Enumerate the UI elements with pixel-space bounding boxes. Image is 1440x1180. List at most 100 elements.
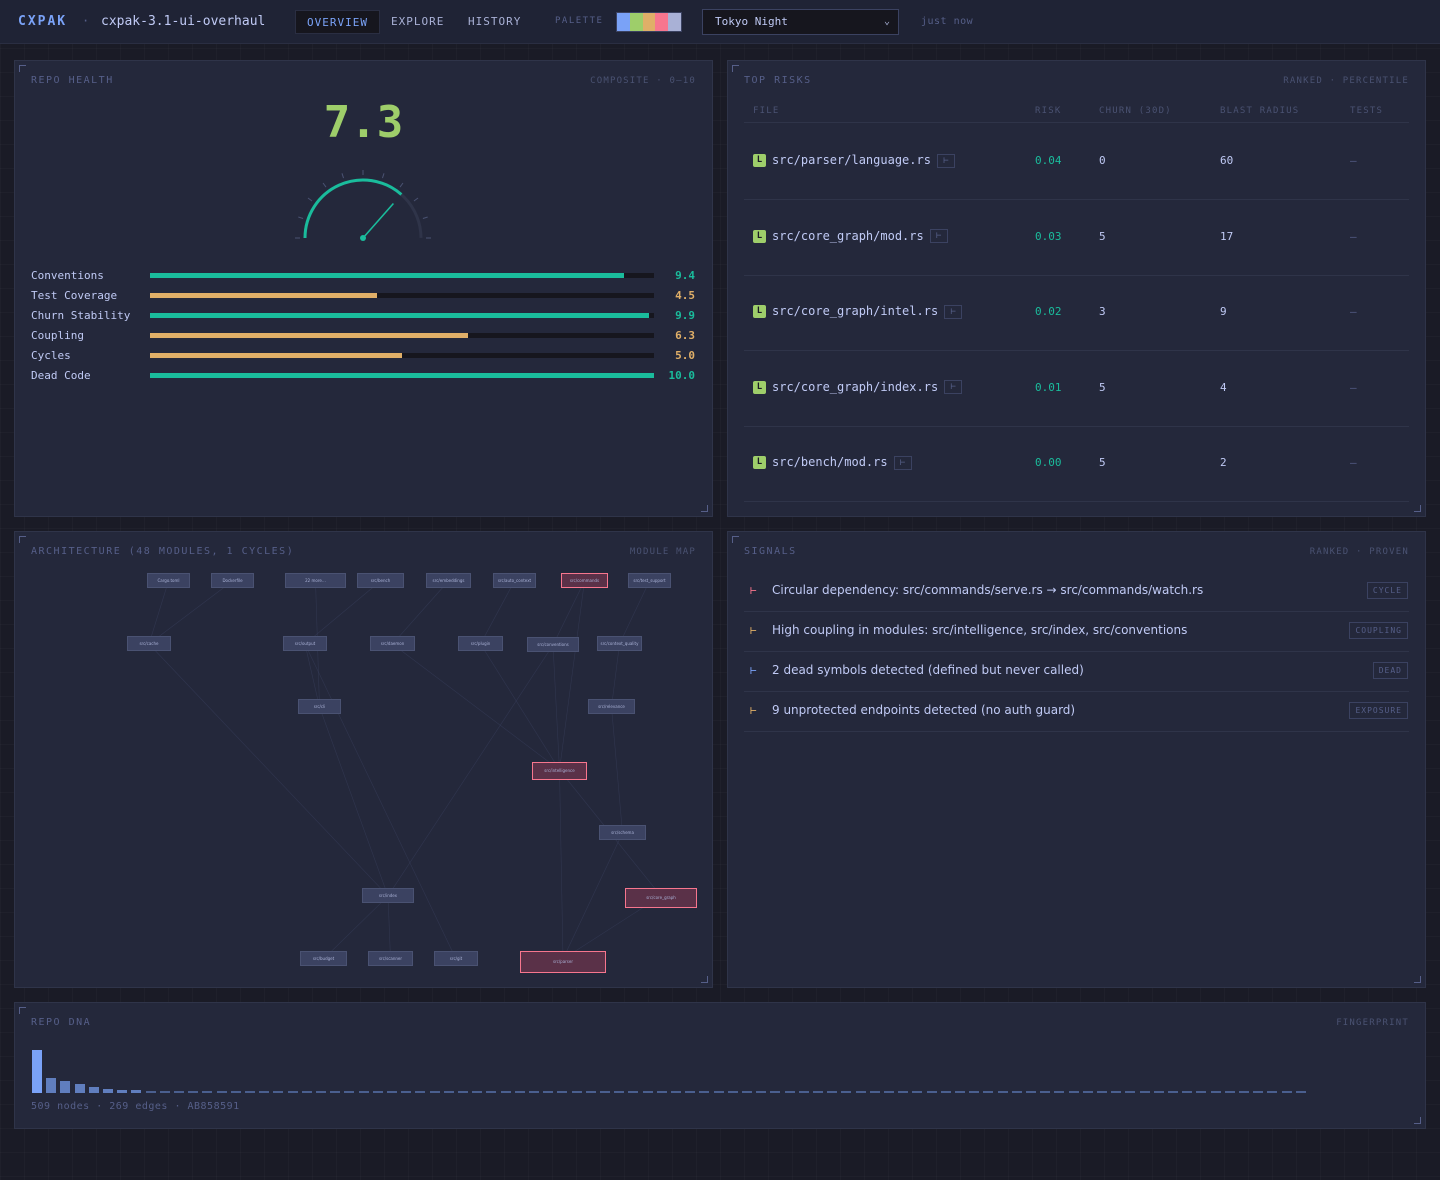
dna-bar	[1139, 1091, 1150, 1093]
dna-bar	[245, 1091, 255, 1093]
module-edge	[387, 644, 554, 897]
module-node[interactable]: src/commands	[561, 573, 608, 588]
module-node[interactable]: src/test_support	[628, 573, 671, 588]
dna-bar	[813, 1091, 823, 1093]
signal-row[interactable]: ⊢ High coupling in modules: src/intellige…	[744, 611, 1409, 652]
module-node[interactable]: src/cache	[127, 636, 171, 651]
resize-handle[interactable]	[1414, 976, 1421, 983]
module-node[interactable]: src/parser	[520, 951, 606, 973]
dna-bar	[571, 1091, 582, 1093]
module-node[interactable]: src/schema	[599, 825, 646, 840]
dna-bar	[1011, 1091, 1022, 1093]
resize-handle[interactable]	[701, 976, 708, 983]
palette-swatch[interactable]	[617, 13, 630, 31]
dna-bar	[1111, 1091, 1122, 1093]
module-node[interactable]: src/core_graph	[625, 888, 697, 908]
module-node[interactable]: src/bench	[357, 573, 404, 588]
metric-fill	[150, 353, 402, 358]
pin-icon[interactable]: ⊢	[936, 153, 955, 168]
repo-dna-panel: REPO DNA FINGERPRINT 509 nodes · 269 edg…	[14, 1002, 1426, 1129]
health-metric: Cycles 5.0	[31, 349, 695, 363]
dna-bar	[557, 1091, 568, 1093]
risk-file[interactable]: src/parser/language.rs ⊢	[772, 153, 955, 168]
column-header-risk[interactable]: RISK	[1035, 106, 1062, 116]
module-node[interactable]: src/daemon	[370, 636, 415, 651]
module-node[interactable]: src/plugin	[458, 636, 503, 651]
panel-title: REPO DNA	[31, 1017, 92, 1028]
module-node[interactable]: 22 more…	[285, 573, 346, 588]
metric-label: Cycles	[31, 349, 71, 362]
dna-bar	[174, 1091, 184, 1093]
module-node[interactable]: src/relevance	[588, 699, 635, 714]
gauge-tick	[298, 216, 304, 220]
module-node[interactable]: src/embeddings	[426, 573, 471, 588]
column-header-file[interactable]: FILE	[753, 106, 780, 116]
signal-row[interactable]: ⊢ Circular dependency: src/commands/serve…	[744, 571, 1409, 612]
module-node[interactable]: src/output	[283, 636, 327, 651]
gauge-tick	[381, 173, 385, 179]
module-edge	[304, 580, 381, 645]
module-node[interactable]: src/budget	[300, 951, 347, 966]
pin-icon[interactable]: ⊢	[944, 304, 963, 319]
signal-icon: ⊢	[750, 704, 757, 717]
signal-row[interactable]: ⊢ 9 unprotected endpoints detected (no au…	[744, 691, 1409, 732]
file-path: src/bench/mod.rs	[772, 455, 888, 469]
health-metric: Conventions 9.4	[31, 269, 695, 283]
tab-overview[interactable]: OVERVIEW	[295, 10, 380, 34]
column-header-churn[interactable]: CHURN (30D)	[1099, 106, 1172, 116]
metric-track	[150, 273, 654, 278]
pin-icon[interactable]: ⊢	[944, 380, 963, 394]
module-node[interactable]: Dockerfile	[211, 573, 254, 588]
module-node[interactable]: src/auto_context	[493, 573, 536, 588]
dna-bar	[926, 1091, 937, 1093]
metric-track	[150, 293, 654, 298]
app-logo[interactable]: CXPAK	[18, 14, 68, 29]
dna-bar	[912, 1091, 923, 1093]
module-node[interactable]: src/intelligence	[532, 762, 587, 780]
tab-history[interactable]: HISTORY	[468, 15, 522, 28]
corner-mark	[19, 65, 26, 72]
column-header-tests[interactable]: TESTS	[1350, 106, 1384, 116]
palette-swatch[interactable]	[642, 13, 656, 31]
health-gauge	[295, 170, 431, 241]
dna-bar	[74, 1084, 85, 1093]
risk-file[interactable]: src/core_graph/mod.rs ⊢	[772, 229, 948, 243]
module-edge	[480, 580, 515, 645]
dna-bar	[727, 1091, 738, 1093]
risk-file[interactable]: src/bench/mod.rs ⊢	[772, 455, 912, 470]
resize-handle[interactable]	[1414, 505, 1421, 512]
dna-bar	[486, 1091, 497, 1093]
resize-handle[interactable]	[1414, 1117, 1421, 1124]
palette-swatch[interactable]	[655, 13, 669, 31]
module-node[interactable]: src/index	[362, 888, 414, 903]
column-header-blast-radius[interactable]: BLAST RADIUS	[1220, 106, 1300, 116]
module-node[interactable]: src/git	[434, 951, 478, 966]
dna-bar	[60, 1081, 71, 1093]
palette-swatch[interactable]	[668, 13, 681, 31]
risk-file[interactable]: src/core_graph/intel.rs ⊢	[772, 304, 963, 319]
pin-icon[interactable]: ⊢	[893, 455, 912, 470]
tab-explore[interactable]: EXPLORE	[391, 15, 445, 28]
file-path: src/core_graph/index.rs	[772, 379, 939, 394]
module-node[interactable]: Cargo.toml	[147, 573, 190, 588]
module-node[interactable]: src/conventions	[527, 637, 579, 652]
module-edge	[148, 580, 169, 645]
resize-handle[interactable]	[701, 505, 708, 512]
theme-select[interactable]: Tokyo Night ⌄	[702, 9, 899, 35]
dna-bar	[230, 1091, 241, 1093]
module-node[interactable]: src/scanner	[368, 951, 413, 966]
palette-swatch[interactable]	[629, 13, 643, 31]
module-node[interactable]: src/cli	[298, 699, 341, 714]
palette-label: PALETTE	[555, 16, 604, 26]
signal-row[interactable]: ⊢ 2 dead symbols detected (defined but ne…	[744, 651, 1409, 692]
pin-icon[interactable]: ⊢	[929, 229, 948, 243]
palette-swatches[interactable]	[616, 12, 682, 32]
risk-file[interactable]: src/core_graph/index.rs ⊢	[772, 379, 963, 394]
dna-bar	[898, 1091, 909, 1093]
module-node[interactable]: src/context_quality	[597, 636, 642, 651]
